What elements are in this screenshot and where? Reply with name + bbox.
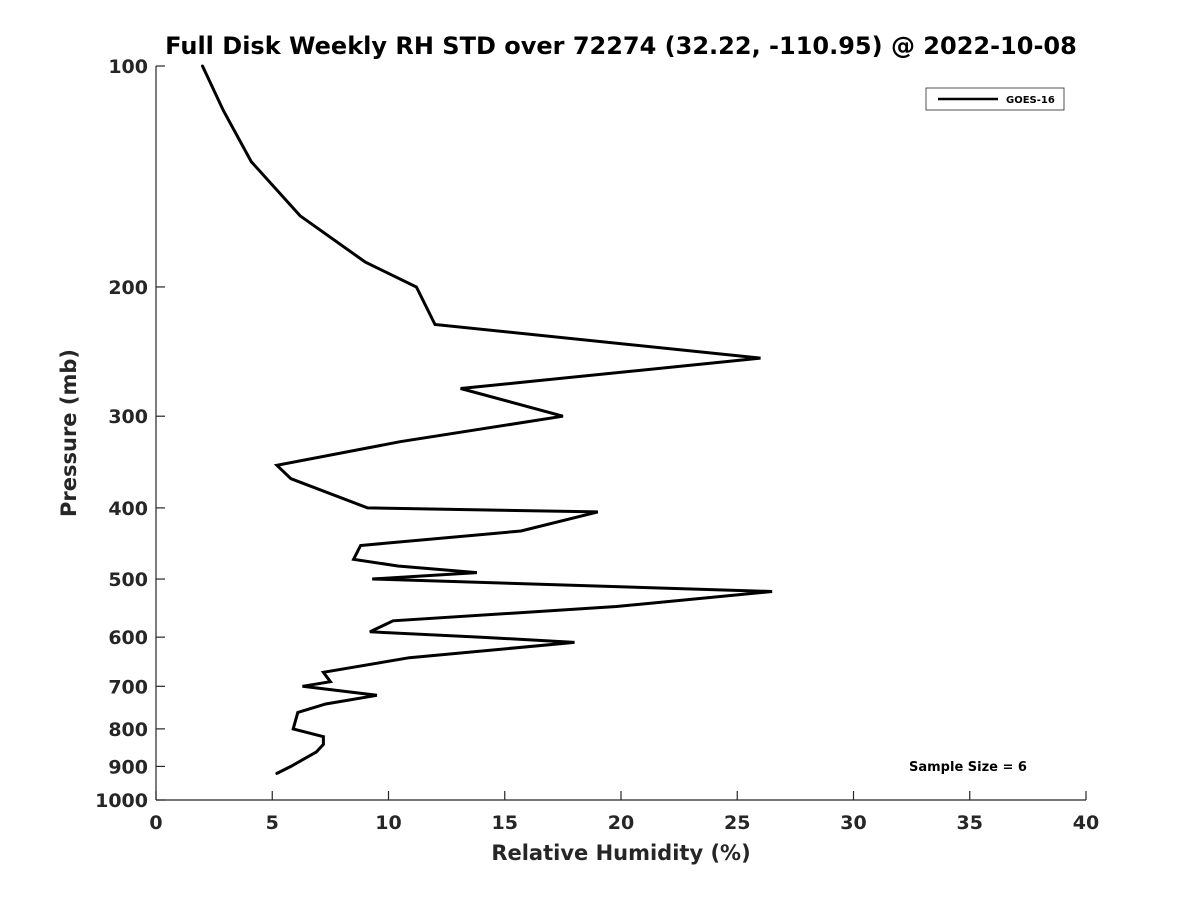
x-tick-label: 5 <box>266 812 279 834</box>
y-tick-label: 200 <box>108 277 148 299</box>
series-layer <box>201 64 773 775</box>
y-tick-label: 600 <box>108 627 148 649</box>
y-tick-label: 800 <box>108 719 148 741</box>
x-tick-label: 30 <box>840 812 866 834</box>
y-tick-label: 100 <box>108 56 148 78</box>
x-tick-label: 10 <box>375 812 401 834</box>
y-tick-label: 700 <box>108 676 148 698</box>
legend-label: GOES-16 <box>1006 95 1055 106</box>
x-axis-label: Relative Humidity (%) <box>491 841 750 865</box>
y-tick-label: 400 <box>108 498 148 520</box>
x-tick-label: 0 <box>149 812 162 834</box>
chart-title: Full Disk Weekly RH STD over 72274 (32.2… <box>165 32 1077 60</box>
y-tick-label: 300 <box>108 406 148 428</box>
y-tick-label: 500 <box>108 569 148 591</box>
y-tick-label: 1000 <box>95 790 148 812</box>
series-line-goes-16 <box>201 64 773 775</box>
x-tick-label: 15 <box>492 812 518 834</box>
x-tick-label: 40 <box>1073 812 1099 834</box>
sample-size-annotation: Sample Size = 6 <box>909 760 1027 775</box>
y-tick-group: 100 200 300 400 500 600 700 800 900 1000 <box>95 56 165 812</box>
legend: GOES-16 <box>925 87 1065 111</box>
x-tick-label: 35 <box>957 812 983 834</box>
y-axis-label: Pressure (mb) <box>57 349 81 517</box>
x-tick-label: 25 <box>724 812 750 834</box>
x-tick-group: 0 5 10 15 20 25 30 35 40 <box>149 791 1099 834</box>
x-tick-label: 20 <box>608 812 634 834</box>
y-tick-label: 900 <box>108 756 148 778</box>
